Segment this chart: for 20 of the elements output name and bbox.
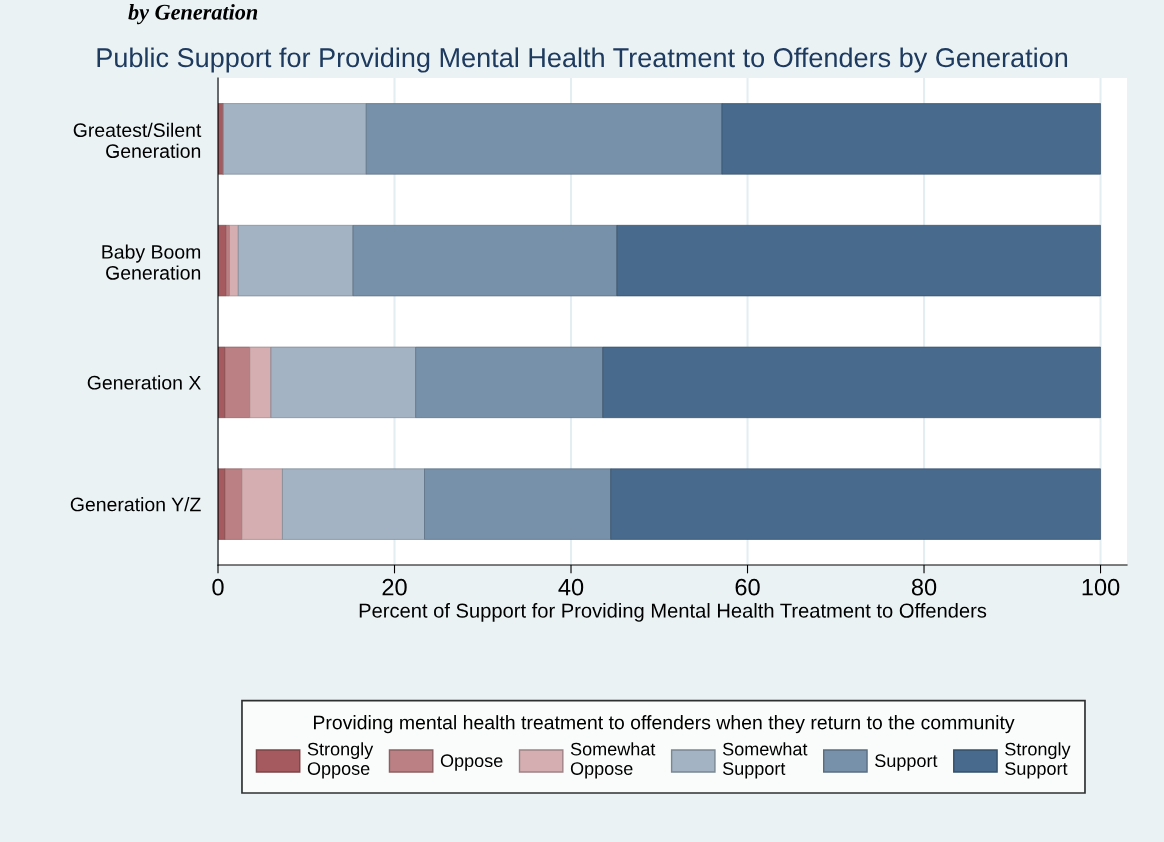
legend-title: Providing mental health treatment to offenders when they return to the community xyxy=(314,715,1015,734)
y-tick-label: Greatest/Silent Generation xyxy=(73,122,202,158)
x-tick-label: 60 xyxy=(735,578,760,596)
legend-label: Strongly Support xyxy=(1005,742,1071,779)
legend-label: Oppose xyxy=(440,754,503,771)
x-tick-label: 100 xyxy=(1082,578,1120,596)
x-axis-title: Percent of Support for Providing Mental Health Treatment to Offenders xyxy=(359,602,987,622)
y-tick-label: Generation X xyxy=(87,375,201,390)
chart-title: Public Support for Providing Mental Health Treatment to Offenders by Generation xyxy=(97,47,1068,73)
y-tick-label: Baby Boom Generation xyxy=(102,244,201,280)
legend-label: Somewhat Support xyxy=(722,742,808,779)
legend-label: Somewhat Oppose xyxy=(570,742,656,779)
legend-label: Strongly Oppose xyxy=(307,742,374,779)
x-tick-label: 40 xyxy=(558,578,584,596)
y-tick-label: Generation Y/Z xyxy=(70,497,201,512)
x-tick-label: 0 xyxy=(212,578,224,596)
x-tick-label: 80 xyxy=(911,578,937,596)
legend-label: Support xyxy=(875,754,938,771)
text: by Generation xyxy=(128,4,258,25)
x-tick-label: 20 xyxy=(382,578,407,596)
